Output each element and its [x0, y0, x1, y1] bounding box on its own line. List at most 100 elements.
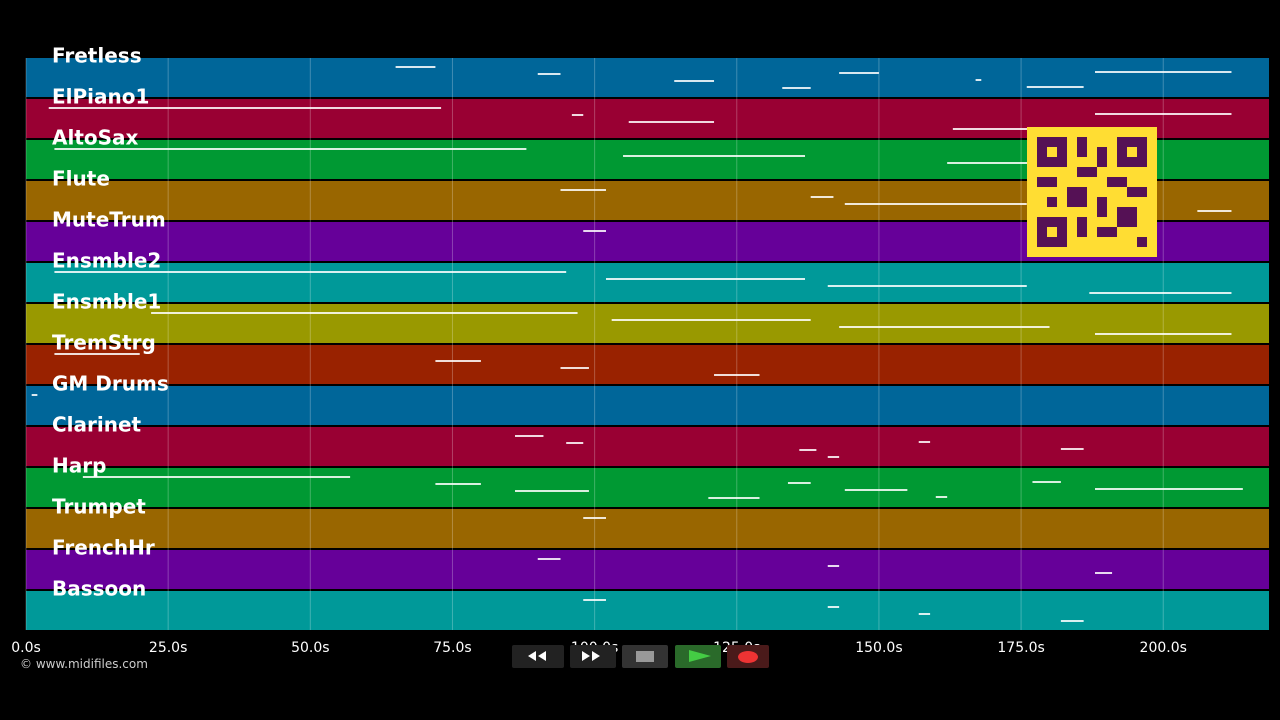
note	[1095, 572, 1113, 574]
note	[605, 278, 806, 280]
qr-code	[1027, 127, 1157, 257]
track-name: Trumpet	[52, 495, 146, 519]
track-name: GM Drums	[52, 372, 169, 396]
track-name: TremStrg	[52, 331, 156, 355]
forward-button[interactable]	[570, 645, 616, 668]
track-band	[26, 386, 1269, 425]
record-button[interactable]	[727, 645, 769, 668]
note	[947, 162, 1033, 164]
credit: © www.midifiles.com	[20, 657, 148, 671]
track-name: Harp	[52, 454, 106, 478]
note	[714, 374, 760, 376]
track-band	[26, 263, 1269, 302]
track-band	[26, 427, 1269, 466]
record-icon	[738, 651, 758, 663]
note	[628, 121, 715, 123]
track-band	[26, 304, 1269, 343]
track-band	[26, 509, 1269, 548]
note	[799, 449, 817, 451]
note	[583, 230, 606, 232]
track-name: Bassoon	[52, 577, 146, 601]
note	[583, 517, 606, 519]
note	[54, 271, 567, 273]
x-tick-label: 75.0s	[433, 640, 471, 656]
track-name: FrenchHr	[52, 536, 155, 560]
track-band	[26, 591, 1269, 630]
note	[952, 128, 1033, 130]
track-name: ElPiano1	[52, 85, 149, 109]
track-name: AltoSax	[52, 126, 139, 150]
note	[1095, 71, 1232, 73]
note	[827, 606, 840, 608]
note	[151, 312, 578, 314]
note	[1095, 488, 1243, 490]
note	[54, 353, 140, 355]
note	[571, 114, 584, 116]
note	[623, 155, 806, 157]
note	[515, 435, 544, 437]
note	[827, 456, 840, 458]
track-band	[26, 58, 1269, 97]
note	[1089, 292, 1232, 294]
note	[395, 66, 436, 68]
note	[827, 285, 1027, 287]
note	[708, 497, 760, 499]
note	[82, 476, 351, 478]
note	[435, 483, 481, 485]
note	[560, 189, 606, 191]
note	[1095, 333, 1232, 335]
note	[611, 319, 811, 321]
note	[975, 79, 982, 81]
note	[844, 489, 908, 491]
track-name: Ensmble1	[52, 290, 161, 314]
note	[674, 80, 715, 82]
note	[1032, 481, 1061, 483]
note	[787, 482, 811, 484]
x-tick-label: 200.0s	[1140, 640, 1187, 656]
note	[810, 196, 834, 198]
note	[839, 326, 1050, 328]
note	[435, 360, 481, 362]
x-tick-label: 50.0s	[291, 640, 329, 656]
x-tick-label: 150.0s	[855, 640, 902, 656]
note	[1026, 86, 1084, 88]
note	[48, 107, 442, 109]
note	[918, 613, 931, 615]
note	[1197, 210, 1232, 212]
track-band	[26, 345, 1269, 384]
play-button[interactable]	[675, 645, 721, 668]
note	[844, 203, 1027, 205]
stop-button[interactable]	[622, 645, 668, 668]
note	[560, 367, 589, 369]
play-icon	[689, 650, 711, 662]
stop-icon	[636, 651, 654, 662]
rewind-button[interactable]	[512, 645, 564, 668]
note	[1095, 113, 1232, 115]
x-tick-label: 175.0s	[997, 640, 1044, 656]
track-name: Clarinet	[52, 413, 142, 437]
track-name: Flute	[52, 167, 110, 191]
note	[515, 490, 589, 492]
forward-icon	[582, 651, 600, 661]
note	[583, 599, 606, 601]
track-name: Ensmble2	[52, 249, 161, 273]
note	[1060, 620, 1084, 622]
note	[935, 496, 948, 498]
track-band	[26, 468, 1269, 507]
note	[54, 148, 527, 150]
note	[31, 394, 38, 396]
track-name: MuteTrum	[52, 208, 166, 232]
note	[537, 558, 561, 560]
x-tick-label: 25.0s	[149, 640, 187, 656]
x-tick-label: 0.0s	[11, 640, 41, 656]
note	[827, 565, 840, 567]
note	[566, 442, 584, 444]
note	[782, 87, 811, 89]
track-name: Fretless	[52, 44, 142, 68]
note	[839, 72, 879, 74]
track-band	[26, 550, 1269, 589]
note	[918, 441, 931, 443]
note	[1060, 448, 1084, 450]
